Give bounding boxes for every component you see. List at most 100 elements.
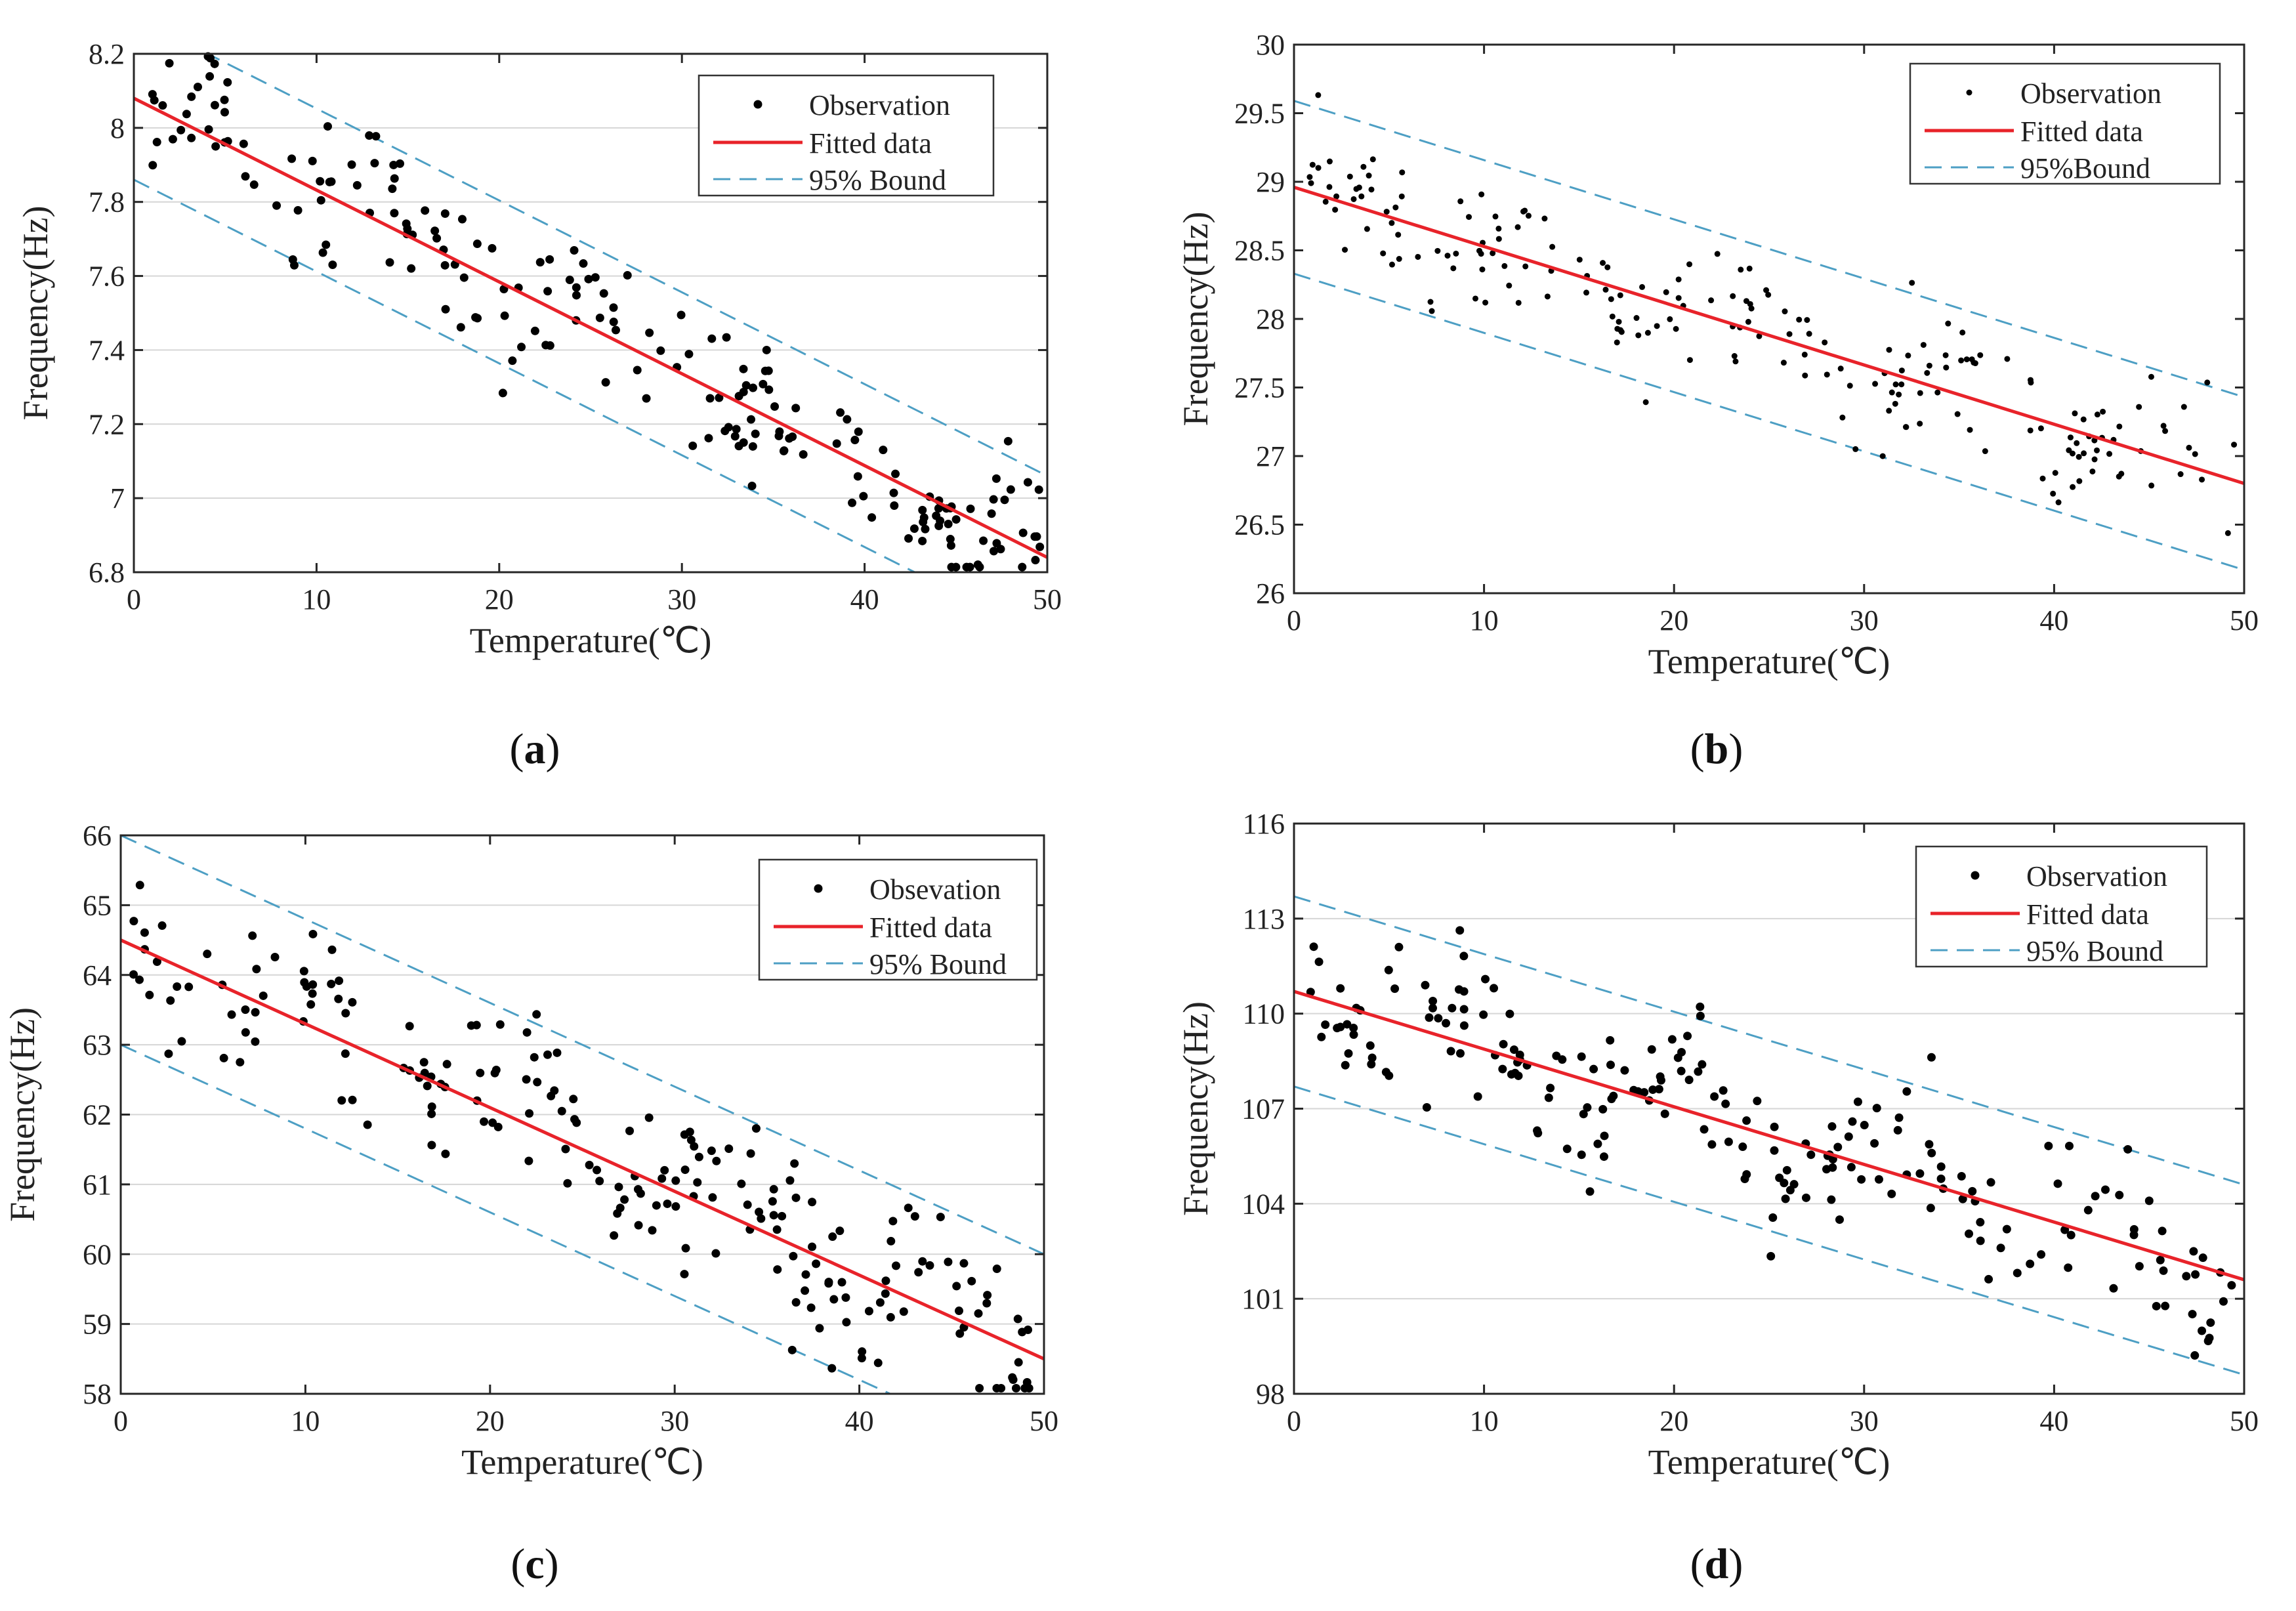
observation-point [951, 562, 961, 572]
observation-point [1972, 360, 1978, 367]
caption-letter: c [525, 1540, 544, 1588]
observation-point [2219, 1297, 2228, 1306]
observation-point [690, 1142, 699, 1151]
legend-observation-symbol [1966, 89, 1972, 96]
observation-point [1315, 165, 1322, 171]
observation-point [1827, 1195, 1836, 1204]
y-tick-label: 30 [1256, 29, 1285, 61]
observation-point [500, 311, 509, 320]
x-tick-label: 30 [660, 1405, 689, 1437]
observation-point [1617, 292, 1623, 299]
observation-point [1879, 453, 1886, 459]
observation-point [2158, 1226, 2167, 1236]
observation-point [946, 541, 955, 550]
observation-point [457, 215, 467, 224]
observation-point [1770, 1146, 1779, 1155]
observation-point [599, 289, 608, 298]
observation-point [1356, 184, 1362, 191]
fitted-line [119, 938, 1045, 1361]
observation-point [1848, 1117, 1857, 1126]
observation-point [145, 990, 154, 999]
observation-point [498, 388, 507, 398]
observation-point [1343, 1020, 1352, 1029]
observation-point [785, 1176, 795, 1185]
observation-point [1544, 293, 1551, 300]
x-tick-label: 50 [2230, 604, 2259, 637]
observation-point [1505, 1009, 1514, 1018]
y-tick-label: 63 [83, 1029, 112, 1061]
caption-letter: a [524, 725, 546, 773]
observation-point [987, 509, 996, 518]
observation-point [808, 1242, 817, 1251]
observation-point [764, 385, 774, 394]
observation-point [476, 1068, 485, 1077]
observation-point [1694, 1067, 1703, 1076]
observation-point [1450, 265, 1457, 272]
observation-point [1886, 408, 1892, 414]
observation-point [1892, 381, 1899, 388]
observation-point [1577, 1052, 1586, 1061]
x-tick-label: 50 [2230, 1405, 2259, 1437]
observation-point [789, 1251, 798, 1261]
observation-point [1833, 1142, 1843, 1152]
observation-point [371, 132, 381, 141]
observation-point [889, 488, 898, 497]
observation-point [769, 1184, 778, 1194]
observation-point [610, 1231, 619, 1240]
observation-point [249, 180, 259, 189]
observation-point [1399, 169, 1406, 176]
observation-point [459, 273, 469, 282]
observation-point [1492, 213, 1499, 220]
observation-point [660, 1165, 669, 1175]
observation-point [671, 1202, 680, 1211]
observation-point [166, 996, 175, 1005]
observation-point [808, 1198, 817, 1207]
observation-point [1522, 263, 1529, 270]
observation-point [584, 274, 593, 283]
observation-point [1000, 495, 1009, 505]
observation-point [625, 1126, 635, 1135]
observation-point [2100, 408, 2106, 415]
observation-point [1686, 357, 1693, 364]
observation-point [848, 498, 857, 507]
observation-point [173, 982, 182, 991]
observation-point [1675, 276, 1682, 283]
observation-point [1367, 1060, 1376, 1069]
observation-point [1801, 351, 1808, 358]
x-axis-title: Temperature(℃) [1648, 642, 1890, 681]
observation-point [427, 1102, 436, 1112]
x-tick-label: 0 [127, 583, 141, 616]
observation-point [241, 172, 250, 181]
observation-point [919, 513, 929, 522]
observation-point [1315, 92, 1322, 98]
observation-point [347, 160, 356, 169]
observation-point [944, 1257, 953, 1266]
observation-point [140, 928, 149, 937]
observation-point [737, 1179, 746, 1188]
observation-point [634, 1221, 643, 1230]
observation-point [300, 978, 309, 987]
observation-point [1024, 1383, 1033, 1392]
observation-point [1034, 485, 1043, 494]
observation-point [1396, 256, 1402, 262]
observation-point [715, 393, 724, 402]
observation-point [1394, 942, 1404, 952]
legend-entry: Fitted data [2020, 115, 2143, 148]
observation-point [1428, 1003, 1437, 1013]
observation-point [1490, 984, 1499, 993]
legend-entry: 95% Bound [869, 948, 1007, 980]
upper-bound-line [205, 54, 1047, 477]
chart-panel-a: 0 10 20 30 40 50 6.8 7 7.2 7.4 7.6 7.8 8 8.2 Temperatu… [16, 38, 1062, 773]
observation-point [1013, 1314, 1022, 1324]
observation-point [2081, 450, 2087, 457]
observation-point [904, 1203, 913, 1213]
observation-point [762, 345, 771, 354]
observation-point [791, 1298, 801, 1307]
panel-caption: (c) [511, 1540, 558, 1588]
y-tick-label: 65 [83, 889, 112, 921]
observation-point [491, 1065, 501, 1074]
observation-point [2159, 1266, 2168, 1275]
observation-point [1455, 926, 1465, 935]
observation-point [129, 917, 138, 926]
observation-point [677, 310, 686, 320]
